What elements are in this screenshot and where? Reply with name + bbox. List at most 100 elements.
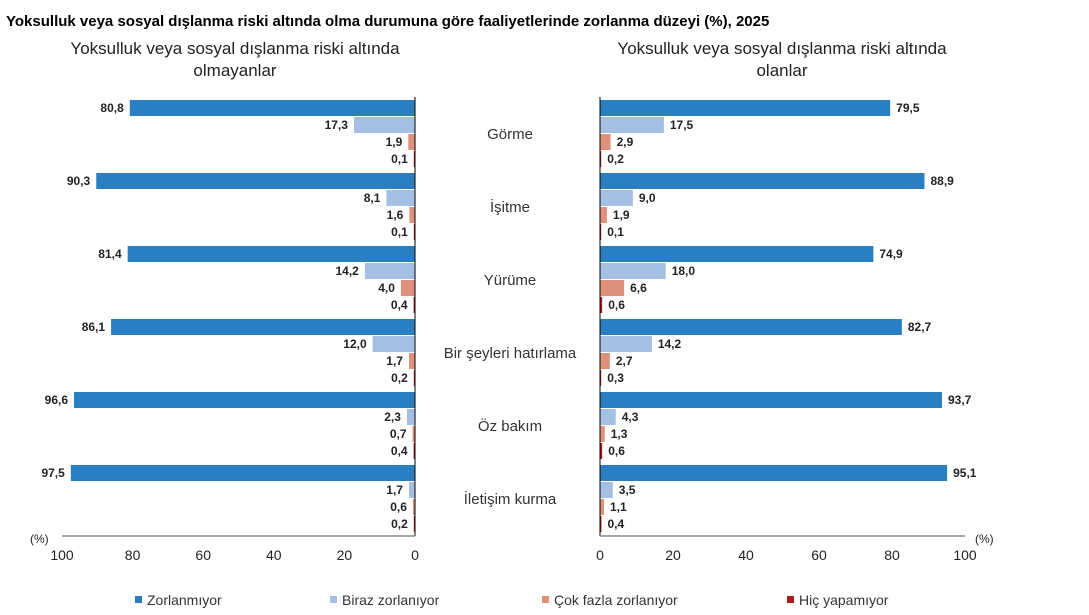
bar	[600, 336, 652, 352]
legend-label: Hiç yapamıyor	[799, 592, 889, 608]
bar	[600, 319, 902, 335]
bar	[600, 117, 664, 133]
data-label: 86,1	[82, 320, 106, 334]
data-label: 6,6	[630, 281, 647, 295]
data-label: 1,1	[610, 500, 627, 514]
data-label: 79,5	[896, 101, 920, 115]
data-label: 9,0	[639, 191, 656, 205]
legend-swatch	[135, 596, 142, 603]
bar	[600, 353, 610, 369]
bar	[127, 246, 416, 262]
left-subtitle-1: Yoksulluk veya sosyal dışlanma riski alt…	[70, 39, 400, 58]
bar	[364, 263, 415, 279]
bar	[96, 173, 415, 189]
category-label: İşitme	[490, 198, 530, 216]
data-label: 97,5	[41, 466, 65, 480]
tick-label: 100	[50, 547, 74, 563]
category-label: Yürüme	[484, 272, 537, 289]
bar	[111, 319, 415, 335]
bar	[70, 465, 415, 481]
bar	[412, 426, 415, 442]
bar	[413, 224, 415, 240]
data-label: 1,3	[611, 427, 628, 441]
data-label: 17,3	[325, 118, 349, 132]
bar	[386, 190, 415, 206]
data-label: 0,1	[607, 225, 624, 239]
data-label: 0,1	[391, 225, 408, 239]
tick-label: 20	[665, 547, 681, 563]
bar	[600, 392, 943, 408]
bar	[413, 151, 415, 167]
legend-swatch	[542, 596, 549, 603]
data-label: 8,1	[364, 191, 381, 205]
bar	[353, 117, 415, 133]
data-label: 81,4	[98, 247, 122, 261]
data-label: 0,4	[607, 517, 624, 531]
bar	[600, 297, 603, 313]
chart-title: Yoksulluk veya sosyal dışlanma riski alt…	[6, 13, 769, 30]
data-label: 82,7	[908, 320, 932, 334]
bar	[600, 100, 891, 116]
bar	[600, 516, 602, 532]
data-label: 0,6	[608, 298, 625, 312]
data-label: 0,1	[391, 152, 408, 166]
tick-label: 40	[738, 547, 754, 563]
bar	[408, 134, 415, 150]
tick-label: 80	[884, 547, 900, 563]
data-label: 4,0	[378, 281, 395, 295]
data-label: 2,7	[616, 354, 633, 368]
data-label: 74,9	[879, 247, 903, 261]
category-label: İletişim kurma	[464, 490, 557, 508]
data-label: 3,5	[619, 483, 636, 497]
data-label: 1,6	[387, 208, 404, 222]
bar	[600, 499, 605, 515]
legend-label: Biraz zorlanıyor	[342, 592, 440, 608]
bar	[600, 370, 602, 386]
data-label: 93,7	[948, 393, 972, 407]
bar	[413, 297, 415, 313]
category-label: Bir şeyleri hatırlama	[444, 345, 577, 362]
data-label: 90,3	[67, 174, 91, 188]
bar	[413, 516, 415, 532]
data-label: 14,2	[336, 264, 360, 278]
bar	[600, 465, 948, 481]
bar	[600, 246, 874, 262]
data-label: 0,6	[608, 444, 625, 458]
data-label: 95,1	[953, 466, 977, 480]
data-label: 80,8	[100, 101, 124, 115]
right-subtitle-1: Yoksulluk veya sosyal dışlanma riski alt…	[617, 39, 947, 58]
data-label: 0,4	[391, 444, 408, 458]
bar	[400, 280, 415, 296]
data-label: 0,3	[607, 371, 624, 385]
bar	[600, 482, 613, 498]
tick-label: 80	[125, 547, 141, 563]
bar	[600, 263, 666, 279]
tick-label: 60	[195, 547, 211, 563]
data-label: 4,3	[622, 410, 639, 424]
data-label: 1,7	[386, 483, 403, 497]
legend-label: Zorlanmıyor	[147, 592, 222, 608]
bar	[600, 151, 602, 167]
left-unit-label: (%)	[30, 532, 49, 546]
bar	[600, 190, 633, 206]
right-subtitle-2: olanlar	[756, 61, 807, 80]
category-label: Öz bakım	[478, 417, 542, 435]
left-subtitle-2: olmayanlar	[193, 61, 276, 80]
bar	[408, 353, 415, 369]
tick-label: 40	[266, 547, 282, 563]
legend-swatch	[787, 596, 794, 603]
tick-label: 0	[596, 547, 604, 563]
data-label: 14,2	[658, 337, 682, 351]
data-label: 2,9	[617, 135, 634, 149]
right-unit-label: (%)	[975, 532, 994, 546]
data-label: 0,2	[391, 371, 408, 385]
bar	[74, 392, 415, 408]
bar	[372, 336, 415, 352]
data-label: 2,3	[384, 410, 401, 424]
bar	[412, 499, 415, 515]
bar	[600, 173, 925, 189]
bar	[129, 100, 415, 116]
bar	[600, 409, 616, 425]
data-label: 0,2	[607, 152, 624, 166]
